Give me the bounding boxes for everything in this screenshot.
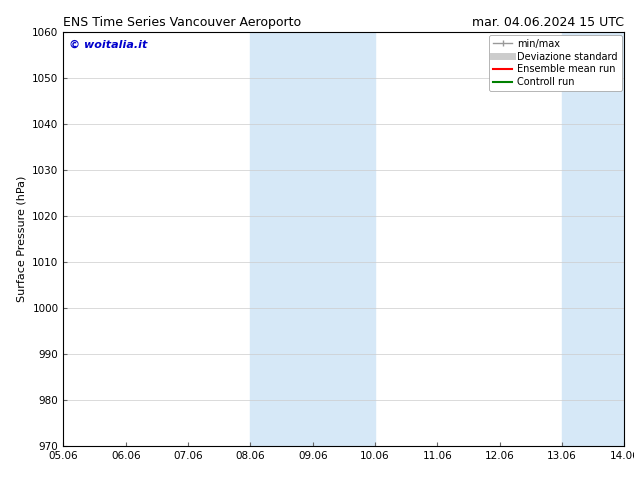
Legend: min/max, Deviazione standard, Ensemble mean run, Controll run: min/max, Deviazione standard, Ensemble m…	[489, 35, 621, 91]
Bar	[250, 32, 375, 446]
Bar	[562, 32, 624, 446]
Y-axis label: Surface Pressure (hPa): Surface Pressure (hPa)	[16, 176, 27, 302]
Text: mar. 04.06.2024 15 UTC: mar. 04.06.2024 15 UTC	[472, 16, 624, 29]
Text: © woitalia.it: © woitalia.it	[69, 40, 147, 50]
Text: ENS Time Series Vancouver Aeroporto: ENS Time Series Vancouver Aeroporto	[63, 16, 302, 29]
